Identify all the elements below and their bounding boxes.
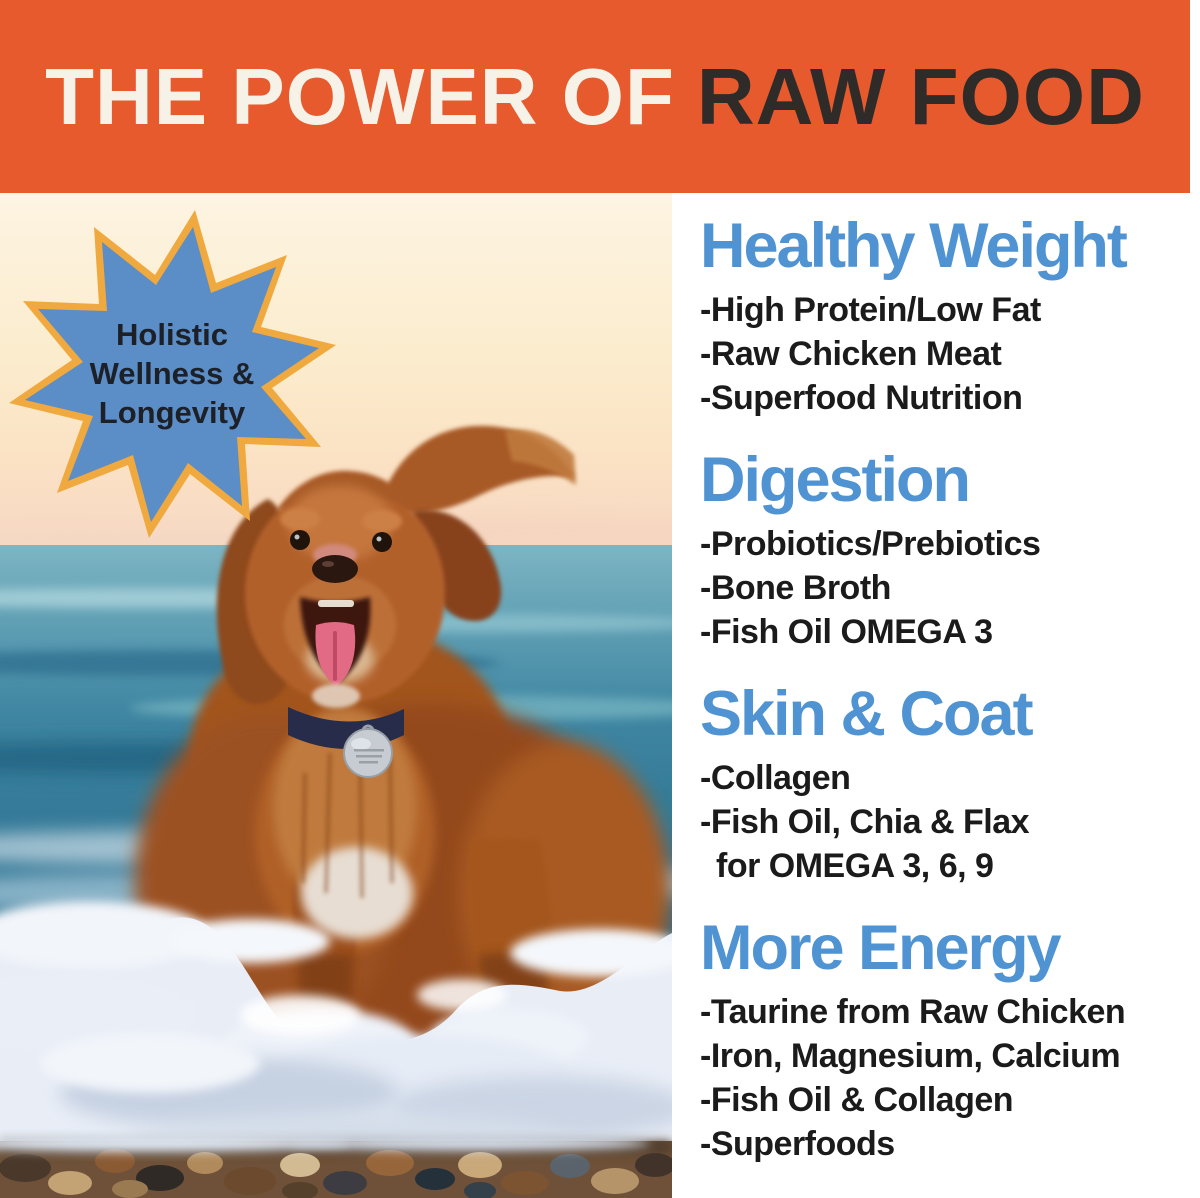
benefits-column: Healthy Weight -High Protein/Low Fat -Ra… <box>700 202 1198 1192</box>
benefit-item: -Bone Broth <box>700 569 891 607</box>
wellness-badge: Holistic Wellness & Longevity <box>2 198 342 548</box>
benefit-item: -Fish Oil OMEGA 3 <box>700 613 993 651</box>
section-skin-coat: Skin & Coat -Collagen -Fish Oil, Chia & … <box>700 680 1198 888</box>
section-heading: Digestion <box>700 445 971 515</box>
benefit-item: -Iron, Magnesium, Calcium <box>700 1037 1121 1075</box>
benefit-item: -Taurine from Raw Chicken <box>700 993 1126 1031</box>
badge-line-1: Holistic <box>116 316 228 352</box>
benefit-item: -Collagen <box>700 759 851 797</box>
benefit-item-continuation: for OMEGA 3, 6, 9 <box>716 847 994 885</box>
section-healthy-weight: Healthy Weight -High Protein/Low Fat -Ra… <box>700 212 1198 420</box>
section-heading: More Energy <box>700 913 1062 983</box>
benefit-item: -Raw Chicken Meat <box>700 335 1002 373</box>
section-digestion: Digestion -Probiotics/Prebiotics -Bone B… <box>700 446 1198 654</box>
dog-nose <box>312 555 358 583</box>
dog-eye-right <box>372 532 392 552</box>
section-more-energy: More Energy -Taurine from Raw Chicken -I… <box>700 914 1198 1166</box>
badge-line-2: Wellness & <box>89 355 255 391</box>
section-heading: Skin & Coat <box>700 679 1034 749</box>
beach-dog-photo <box>0 193 672 1198</box>
badge-line-3: Longevity <box>98 394 246 430</box>
dog-chest-white-patch <box>301 847 413 939</box>
badge-text: Holistic Wellness & Longevity <box>2 198 342 548</box>
benefit-item: -Superfoods <box>700 1125 895 1163</box>
sea-foam <box>0 901 672 1198</box>
benefit-item: -Fish Oil, Chia & Flax <box>700 803 1030 841</box>
benefit-item: -Superfood Nutrition <box>700 379 1023 417</box>
dog-eye-left <box>290 530 310 550</box>
benefit-item: -Probiotics/Prebiotics <box>700 525 1041 563</box>
section-heading: Healthy Weight <box>700 211 1128 281</box>
benefit-item: -Fish Oil & Collagen <box>700 1081 1014 1119</box>
photo-scene <box>0 193 672 1198</box>
dog-id-tag <box>343 728 393 778</box>
header-banner: THE POWER OF RAW FOOD <box>0 0 1190 193</box>
benefit-item: -High Protein/Low Fat <box>700 291 1041 329</box>
banner-title-dark: RAW FOOD <box>696 51 1145 141</box>
banner-title-light: THE POWER OF <box>45 51 675 141</box>
pebble-shore <box>0 1134 672 1198</box>
starburst-icon <box>9 210 336 538</box>
